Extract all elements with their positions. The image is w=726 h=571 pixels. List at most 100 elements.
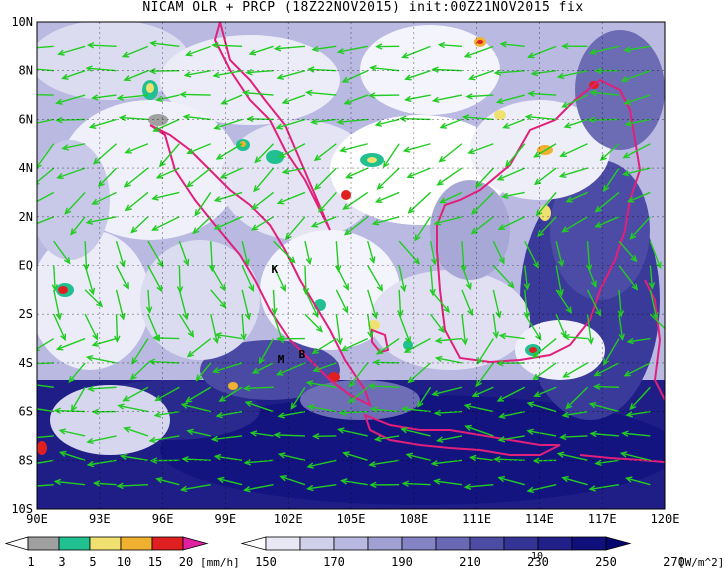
wind-vector bbox=[304, 313, 323, 332]
wind-vector-head bbox=[655, 261, 662, 270]
wind-vector bbox=[466, 94, 494, 98]
grid-lines bbox=[37, 22, 665, 509]
wind-vector bbox=[56, 94, 86, 104]
wind-vector bbox=[408, 191, 432, 214]
wind-vector-head bbox=[464, 424, 472, 431]
wind-vector-head bbox=[312, 366, 320, 373]
wind-vector bbox=[618, 240, 637, 262]
wind-vector-head bbox=[122, 282, 129, 290]
wind-vector bbox=[37, 191, 55, 203]
wind-vector-head bbox=[595, 309, 601, 317]
olr-colorbar-tick: 210 bbox=[459, 555, 481, 569]
wind-vector bbox=[216, 410, 243, 417]
wind-vector-head bbox=[348, 380, 356, 388]
wind-vector-head bbox=[623, 46, 631, 53]
wind-vector-head bbox=[372, 359, 381, 366]
wind-vector bbox=[124, 167, 149, 188]
wind-vector bbox=[37, 384, 54, 388]
wind-vector-head bbox=[559, 433, 567, 441]
wind-vector-head bbox=[186, 428, 194, 435]
wind-vector-head bbox=[210, 435, 219, 443]
lat-label: 4S bbox=[19, 356, 33, 370]
wind-vector-head bbox=[179, 485, 188, 493]
wind-vector-head bbox=[290, 402, 297, 410]
wind-vector bbox=[311, 216, 337, 228]
wind-vector bbox=[527, 402, 557, 413]
wind-vector bbox=[124, 427, 149, 437]
wind-vector-head bbox=[116, 482, 124, 490]
wind-vector-head bbox=[631, 283, 639, 291]
wind-vector-head bbox=[559, 151, 567, 157]
wind-vector-head bbox=[185, 50, 193, 57]
wind-vector-head bbox=[310, 221, 319, 228]
wind-vector bbox=[304, 265, 307, 294]
wind-vector-head bbox=[275, 369, 284, 376]
wind-vector-head bbox=[599, 154, 607, 162]
wind-vector bbox=[118, 404, 149, 413]
wind-vector bbox=[120, 116, 148, 121]
wind-vector-head bbox=[88, 122, 97, 129]
wind-vector bbox=[560, 167, 588, 178]
wind-vector bbox=[312, 45, 337, 51]
wind-vector bbox=[220, 167, 243, 179]
wind-vector-head bbox=[51, 284, 59, 292]
wind-vector bbox=[276, 118, 306, 129]
wind-vector-head bbox=[533, 178, 542, 186]
wind-vector-head bbox=[594, 67, 602, 75]
wind-vector bbox=[252, 191, 274, 210]
wind-vector bbox=[472, 386, 494, 397]
wind-vector-head bbox=[64, 207, 72, 215]
wind-vector-head bbox=[438, 325, 445, 334]
wind-vector bbox=[335, 265, 349, 290]
wind-vector bbox=[414, 216, 432, 241]
wind-vector-head bbox=[593, 370, 601, 377]
wind-vector bbox=[153, 118, 180, 132]
wind-vector-head bbox=[340, 345, 349, 352]
map-frame bbox=[36, 21, 666, 510]
wind-vector bbox=[307, 483, 337, 490]
wind-vector-head bbox=[315, 325, 324, 333]
wind-vector bbox=[407, 167, 431, 178]
wind-vector-head bbox=[37, 182, 40, 185]
wind-vector bbox=[369, 459, 400, 466]
wind-vector bbox=[562, 216, 588, 233]
wind-vector-head bbox=[532, 373, 540, 381]
wind-vector-head bbox=[245, 68, 253, 76]
wind-vector bbox=[555, 240, 563, 266]
wind-vector-head bbox=[433, 409, 442, 417]
wind-vector-head bbox=[123, 426, 131, 433]
wind-vector-head bbox=[404, 95, 412, 103]
wind-vector bbox=[245, 401, 274, 413]
wind-vector-head bbox=[400, 427, 408, 434]
wind-vector-head bbox=[147, 358, 156, 365]
wind-vector bbox=[247, 118, 274, 121]
wind-vector bbox=[88, 386, 117, 390]
wind-vector bbox=[595, 216, 620, 228]
wind-vector-head bbox=[155, 172, 164, 179]
wind-vector bbox=[475, 362, 494, 387]
wind-vector bbox=[314, 167, 337, 190]
wind-vector bbox=[563, 335, 588, 340]
wind-vector-head bbox=[475, 180, 482, 188]
wind-vector bbox=[649, 240, 662, 268]
wind-vector-head bbox=[338, 409, 347, 416]
wind-vector bbox=[475, 167, 494, 188]
wind-vector bbox=[649, 313, 665, 330]
olr-colorbar-segment bbox=[503, 536, 539, 551]
wind-vector bbox=[279, 143, 306, 158]
wind-vector-head bbox=[471, 391, 480, 398]
wind-vector bbox=[88, 459, 117, 466]
lat-label: 10S bbox=[11, 502, 33, 516]
wind-vector bbox=[277, 362, 306, 376]
wind-vector-head bbox=[97, 180, 105, 188]
wind-vector-head bbox=[437, 41, 446, 49]
wind-vector-head bbox=[124, 147, 132, 154]
wind-vector-head bbox=[375, 43, 383, 50]
olr-colorbar-segment bbox=[571, 536, 607, 551]
wind-vector-head bbox=[55, 312, 63, 321]
wind-vector bbox=[37, 118, 54, 124]
wind-vector-head bbox=[535, 333, 542, 341]
wind-vector-head bbox=[55, 98, 63, 105]
wind-vector-head bbox=[244, 312, 252, 321]
wind-vector bbox=[398, 265, 406, 291]
